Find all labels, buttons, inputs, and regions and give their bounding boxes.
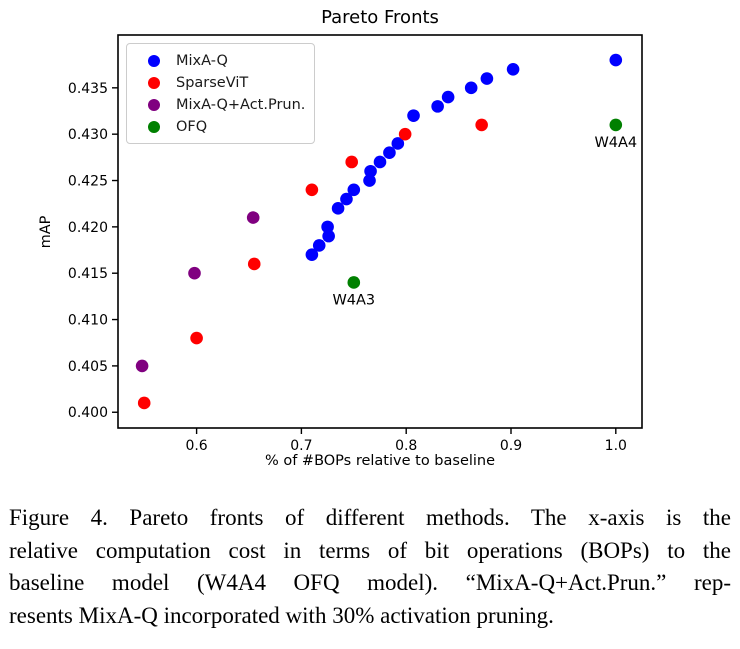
x-tick-label: 0.7 <box>290 438 312 454</box>
y-axis-label: mAP <box>38 215 54 249</box>
caption-line: relative computation cost in terms of bi… <box>9 537 731 563</box>
y-tick-label: 0.420 <box>68 220 108 236</box>
caption-line: baseline model (W4A4 OFQ model). “MixA-Q… <box>9 570 731 595</box>
data-point-sparsevit <box>247 257 261 271</box>
figure-4-chart: Pareto Fronts 0.6 0.7 0.8 0.9 1.0 0.400 0.405 0… <box>38 7 643 469</box>
y-tick-label: 0.415 <box>68 266 108 282</box>
data-point-mixa-q <box>383 146 396 160</box>
y-tick-label: 0.435 <box>68 81 108 97</box>
data-point-mixa-q <box>322 229 335 243</box>
legend-label: MixA-Q <box>176 52 228 69</box>
data-point-ofq <box>609 118 623 132</box>
data-point-mixa-q <box>347 183 361 197</box>
y-tick-label: 0.400 <box>68 405 108 421</box>
x-tick-label: 0.9 <box>500 438 522 454</box>
data-point-mixa-q <box>480 72 494 85</box>
y-tick-label: 0.405 <box>68 359 108 375</box>
plot-area: 0.6 0.7 0.8 0.9 1.0 0.400 0.405 0.410 0.415 0.420… <box>68 34 643 454</box>
point-annotation: W4A3 <box>332 292 375 308</box>
data-point-mixa-q <box>331 202 345 215</box>
data-point-mixa-q <box>407 109 420 122</box>
y-tick-label: 0.430 <box>68 127 108 143</box>
caption-line: resents MixA-Q incorporated with 30% act… <box>9 602 554 628</box>
legend-item: MixA-Q <box>138 50 304 71</box>
data-point-sparsevit <box>398 127 412 141</box>
data-point-mixa-q <box>609 53 623 67</box>
x-axis-label: % of #BOPs relative to baseline <box>264 453 496 469</box>
legend-marker-icon <box>148 54 160 67</box>
data-point-mixa-q <box>506 62 520 76</box>
data-point-sparsevit <box>137 396 151 410</box>
data-point-sparsevit <box>345 155 359 169</box>
data-point-sparsevit <box>190 331 203 345</box>
data-point-mixa-q <box>305 248 319 261</box>
figure-caption: Figure 4. Pareto fronts of different met… <box>0 502 740 632</box>
x-tick-label: 0.6 <box>185 438 207 454</box>
data-point-mixa-q <box>363 174 376 187</box>
legend-item: OFQ <box>138 116 304 137</box>
caption-line: Figure 4. Pareto fronts of different met… <box>9 505 731 530</box>
legend-marker-icon <box>148 98 160 111</box>
data-point-mixa-q <box>321 220 334 234</box>
y-tick-label: 0.425 <box>68 174 108 190</box>
chart-legend: MixA-Q SparseViT MixA-Q+Act.Prun. OFQ <box>126 43 315 144</box>
legend-item: MixA-Q+Act.Prun. <box>138 94 306 115</box>
data-point-mixa-q-act-prun- <box>135 359 149 373</box>
legend-item: SparseViT <box>138 72 304 93</box>
legend-marker-icon <box>148 120 160 133</box>
legend-label: OFQ <box>176 118 208 135</box>
data-point-sparsevit <box>475 118 488 132</box>
data-point-mixa-q <box>312 239 326 252</box>
y-tick-label: 0.410 <box>68 313 108 329</box>
x-tick-label: 0.8 <box>395 438 417 454</box>
legend-marker-icon <box>148 76 160 89</box>
plot-frame <box>117 34 643 429</box>
data-point-mixa-q <box>431 100 444 113</box>
chart-title: Pareto Fronts <box>321 7 439 28</box>
data-point-mixa-q <box>373 155 387 169</box>
data-point-mixa-q <box>441 90 455 104</box>
data-point-mixa-q-act-prun- <box>246 211 260 224</box>
data-point-mixa-q <box>391 137 405 150</box>
point-annotation: W4A4 <box>594 135 637 151</box>
data-point-mixa-q <box>464 81 478 95</box>
data-point-mixa-q <box>340 192 353 206</box>
x-tick-label: 1.0 <box>605 438 627 454</box>
legend-label: SparseViT <box>176 74 249 91</box>
data-point-mixa-q-act-prun- <box>188 266 201 280</box>
data-point-ofq <box>347 276 361 289</box>
data-point-sparsevit <box>305 183 319 197</box>
data-point-mixa-q <box>364 164 377 178</box>
legend-label: MixA-Q+Act.Prun. <box>176 96 306 113</box>
